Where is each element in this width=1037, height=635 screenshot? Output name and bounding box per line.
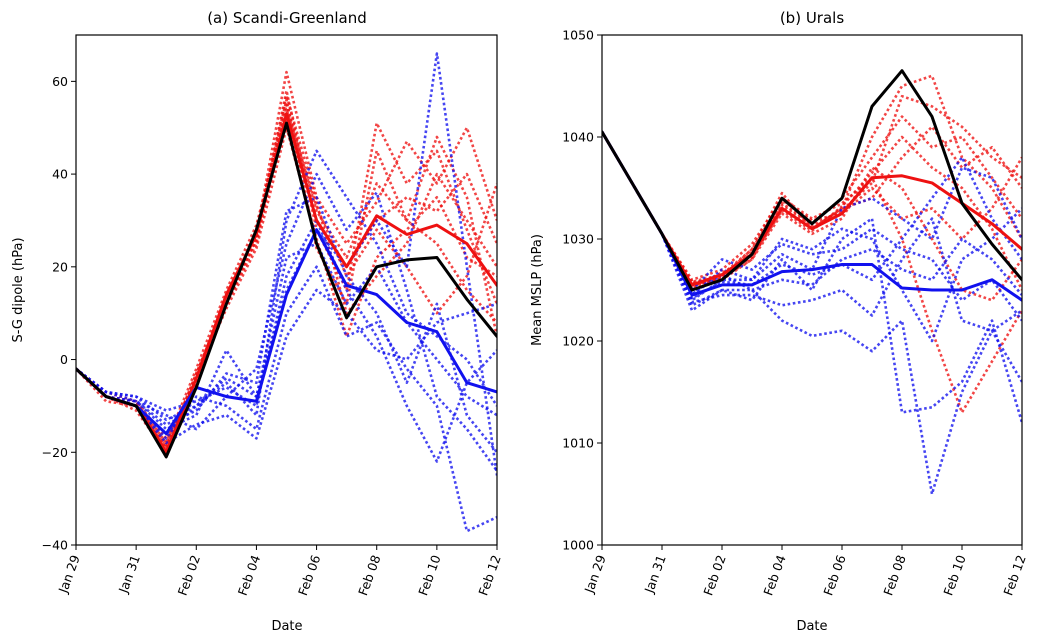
y-tick-label: 60	[52, 74, 68, 89]
x-tick-label: Jan 29	[581, 553, 609, 596]
series-line-blue-dotted	[76, 265, 497, 533]
x-tick-label: Feb 10	[940, 553, 968, 598]
panel-title: (b) Urals	[780, 9, 844, 27]
x-tick-label: Feb 04	[235, 553, 263, 598]
panel-scandi-greenland: (a) Scandi-Greenland Date S-G dipole (hP…	[11, 9, 504, 634]
y-axis-label: Mean MSLP (hPa)	[530, 234, 545, 346]
x-tick-label: Feb 08	[880, 553, 908, 598]
series-group	[602, 69, 1022, 496]
series-line-blue-dotted	[76, 52, 497, 476]
series-line-red-dotted	[602, 125, 1022, 287]
y-tick-label: 1030	[562, 232, 594, 247]
y-tick-label: 1010	[562, 436, 594, 451]
series-line-blue-dotted	[76, 149, 497, 422]
y-tick-label: −20	[42, 445, 68, 460]
y-tick-label: −40	[42, 538, 68, 553]
series-line-blue-solid	[76, 228, 497, 436]
panel-urals: (b) Urals Date Mean MSLP (hPa) 1000 1010 1…	[530, 9, 1029, 634]
x-tick-label: Feb 08	[355, 553, 383, 598]
x-tick-label: Feb 12	[475, 553, 503, 598]
series-line-blue-dotted	[76, 172, 497, 472]
y-tick-label: 1020	[562, 334, 594, 349]
x-axis-label: Date	[271, 619, 302, 634]
x-tick-label: Feb 10	[415, 553, 443, 598]
axes-frame	[75, 34, 498, 546]
panel-title: (a) Scandi-Greenland	[207, 9, 367, 27]
x-tick-label: Feb 02	[175, 553, 203, 598]
series-line-red-dotted	[602, 74, 1022, 284]
x-tick-label: Feb 02	[700, 553, 728, 598]
series-line-blue-dotted	[602, 131, 1022, 496]
x-tick-label: Jan 31	[641, 553, 669, 596]
series-line-red-solid	[602, 130, 1022, 287]
x-tick-label: Feb 06	[820, 553, 848, 598]
series-line-red-dotted	[76, 94, 497, 449]
series-group	[76, 52, 497, 533]
series-line-blue-dotted	[602, 131, 1022, 300]
series-line-black-solid	[76, 121, 497, 459]
x-tick-label: Feb 12	[1000, 553, 1028, 598]
series-line-blue-dotted	[76, 219, 497, 463]
series-line-blue-dotted	[602, 131, 1022, 333]
x-tick-label: Jan 29	[55, 553, 83, 596]
series-line-blue-solid	[602, 130, 1022, 302]
x-axis-label: Date	[796, 619, 827, 634]
x-tick-label: Jan 31	[115, 553, 143, 596]
y-tick-label: 1040	[562, 130, 594, 145]
series-line-red-dotted	[76, 98, 497, 449]
series-line-black-solid	[602, 69, 1022, 292]
series-line-red-dotted	[602, 131, 1022, 291]
series-line-red-dotted	[602, 131, 1022, 302]
y-tick-label: 40	[52, 167, 68, 182]
y-tick-label: 20	[52, 259, 68, 274]
y-axis-label: S-G dipole (hPa)	[11, 237, 26, 342]
series-line-red-dotted	[76, 89, 497, 449]
x-tick-label: Feb 04	[760, 553, 788, 598]
series-line-red-dotted	[602, 131, 1022, 285]
y-tick-label: 1000	[562, 538, 594, 553]
axes-frame	[601, 34, 1023, 546]
y-tick-label: 1050	[562, 28, 594, 43]
y-tick-label: 0	[60, 352, 68, 367]
x-tick-label: Feb 06	[295, 553, 323, 598]
